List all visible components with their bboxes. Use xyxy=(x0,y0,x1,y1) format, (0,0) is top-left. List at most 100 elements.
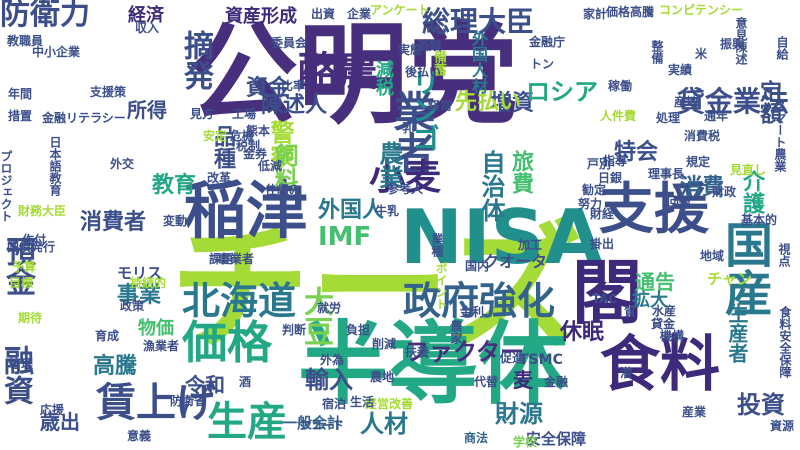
cloud-word: 減税 xyxy=(373,60,394,96)
cloud-word: 戸別 xyxy=(587,157,612,171)
cloud-word: 摘発 xyxy=(178,30,213,90)
cloud-word: 事業者 xyxy=(218,252,255,266)
cloud-word: 価格高騰 xyxy=(606,5,655,19)
cloud-word: 融資 xyxy=(0,345,33,405)
cloud-word: 漁業者 xyxy=(143,339,180,353)
cloud-word: TAC xyxy=(592,292,618,306)
cloud-word: 判断 xyxy=(282,323,307,337)
cloud-word: 歳出 xyxy=(40,410,80,434)
cloud-word: 変動 xyxy=(163,214,188,228)
cloud-word: 総理大臣 xyxy=(422,5,535,38)
cloud-word: 参考人 xyxy=(387,182,424,196)
cloud-word: 後払い xyxy=(405,65,442,79)
cloud-word: 経済 xyxy=(128,5,164,26)
cloud-word: リンゴ xyxy=(408,68,441,152)
cloud-word: 防衛力 xyxy=(0,0,90,32)
cloud-word: 生活 xyxy=(350,395,375,409)
cloud-word: 勧定 xyxy=(582,183,607,197)
cloud-word: 自給 xyxy=(775,36,789,60)
cloud-word: NISA xyxy=(400,193,603,281)
cloud-word: 安全保障 xyxy=(526,430,587,448)
cloud-word: 金融リテラシー xyxy=(42,111,126,125)
cloud-word: 休眠 xyxy=(560,320,605,345)
cloud-word: TSMC xyxy=(519,352,563,368)
cloud-word: 努力 xyxy=(578,197,603,211)
cloud-word: チーズ xyxy=(170,208,584,371)
cloud-word: 応援 xyxy=(40,403,65,417)
cloud-word: ファクター xyxy=(405,338,525,366)
cloud-word: 回復 xyxy=(667,195,692,209)
cloud-word: 経常 xyxy=(428,99,453,113)
cloud-word: 通年 xyxy=(704,109,729,123)
cloud-word: 介護 xyxy=(739,170,764,214)
cloud-word: 収入 xyxy=(135,21,160,35)
cloud-word: 削減 xyxy=(372,337,397,351)
cloud-word: 財経 xyxy=(590,207,615,221)
cloud-word: 指導 xyxy=(603,154,628,168)
cloud-word: 貸金 xyxy=(651,317,676,331)
cloud-word: 地域 xyxy=(700,249,725,263)
cloud-word: 資源 xyxy=(770,419,795,433)
cloud-word: アコード xyxy=(300,419,344,432)
cloud-word: 業者 xyxy=(387,90,436,174)
cloud-word: 質 xyxy=(624,305,637,319)
cloud-word: 産地 xyxy=(674,95,699,109)
cloud-word: 水産 xyxy=(652,304,677,318)
cloud-word: 危機 xyxy=(230,129,255,143)
cloud-word: 消費税 xyxy=(684,129,721,143)
cloud-word: 掛出 xyxy=(590,237,615,251)
cloud-word: 定額 xyxy=(756,80,781,124)
cloud-word: 麦 xyxy=(513,368,533,392)
cloud-word: ポイント xyxy=(434,262,448,310)
cloud-word: 課題 xyxy=(209,252,234,266)
cloud-word: 国内 xyxy=(465,259,490,273)
cloud-word: 理事長 xyxy=(648,167,685,181)
cloud-word: 北海道 xyxy=(182,279,297,323)
cloud-word: 財務大臣 xyxy=(18,204,67,218)
cloud-word: 基本的 xyxy=(741,213,778,227)
cloud-word: 外国人材 xyxy=(469,30,488,94)
cloud-word: 自治体 xyxy=(477,150,505,222)
cloud-word: 意義 xyxy=(127,429,152,443)
cloud-word: 閣 xyxy=(572,252,642,334)
cloud-word: 期待 xyxy=(18,311,43,325)
cloud-word: 作付 xyxy=(22,233,47,247)
cloud-word: 資産形成 xyxy=(225,6,297,27)
cloud-word: 資金 xyxy=(246,76,291,101)
cloud-word: 実態 xyxy=(398,43,423,57)
cloud-word: 年間 xyxy=(8,87,33,101)
cloud-word: 特会 xyxy=(614,140,659,165)
cloud-word: 管理 xyxy=(9,357,34,371)
cloud-word: 消費 xyxy=(680,175,725,200)
cloud-word: 目標 xyxy=(9,276,34,290)
cloud-word: 宿泊 xyxy=(322,397,347,411)
cloud-word: 農家 xyxy=(449,320,463,344)
cloud-word: 国産 xyxy=(716,220,772,316)
cloud-word: 飼料 xyxy=(270,143,298,191)
cloud-word: 日銀 xyxy=(598,171,623,185)
cloud-word: 人材 xyxy=(360,410,408,438)
cloud-word: 拡大 xyxy=(632,290,668,311)
cloud-word: 振興 xyxy=(720,37,745,51)
cloud-word: 政策 xyxy=(120,299,145,313)
cloud-word: 措置 xyxy=(8,109,33,123)
cloud-word: 稼働 xyxy=(608,79,633,93)
cloud-word: 工場 xyxy=(232,107,257,121)
cloud-word: 農業 xyxy=(375,141,403,189)
cloud-word: 預金 xyxy=(0,236,35,296)
cloud-word: 支援 xyxy=(599,177,710,241)
cloud-word: 負担 xyxy=(346,323,371,337)
cloud-word: 持続的 xyxy=(130,276,167,290)
cloud-word: 安定 xyxy=(203,129,228,143)
cloud-word: 加工 xyxy=(518,238,543,252)
cloud-word: 促進 xyxy=(500,351,525,365)
cloud-word: 一般会計 xyxy=(282,414,343,432)
cloud-word: 高騰 xyxy=(93,354,138,379)
cloud-word: 稲津 xyxy=(184,174,309,247)
cloud-word: 公明党 xyxy=(188,11,518,139)
cloud-word: プロジェクト xyxy=(0,150,13,222)
cloud-word: 酒類 xyxy=(417,39,442,53)
cloud-word: 通告 xyxy=(635,270,675,294)
cloud-word: スマート農業 xyxy=(773,100,787,172)
cloud-word: 貸金業法 xyxy=(677,85,790,118)
